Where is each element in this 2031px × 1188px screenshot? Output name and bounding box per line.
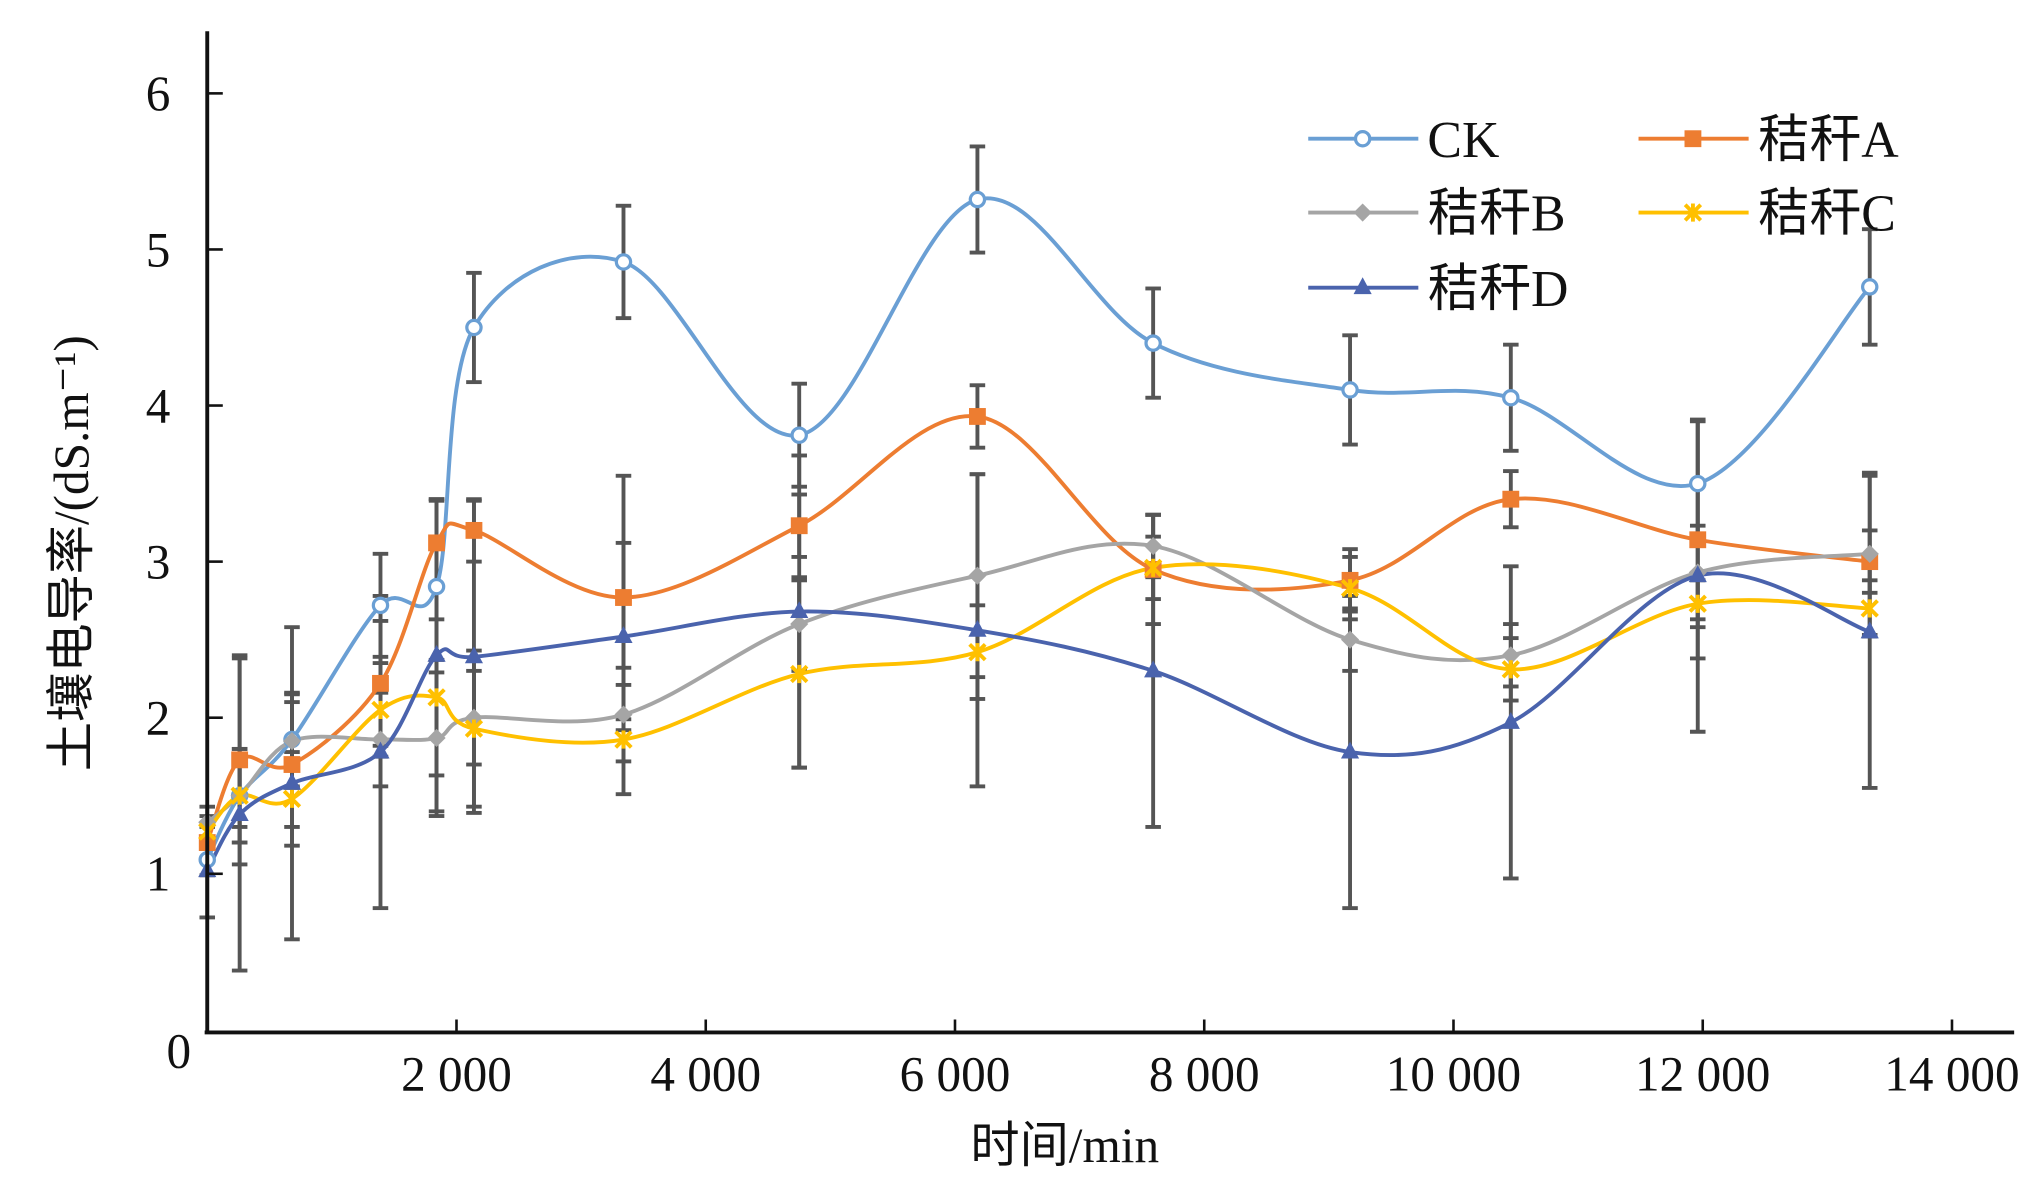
- data-point-marker: [427, 644, 446, 662]
- legend-label: CK: [1427, 112, 1499, 169]
- data-point-marker: [427, 688, 446, 707]
- data-point-marker: [968, 190, 987, 209]
- data-point-marker: [1860, 621, 1879, 639]
- data-point-marker: [1144, 334, 1162, 352]
- data-point-marker: [371, 730, 390, 749]
- data-point-marker: [230, 786, 249, 805]
- data-point-marker: [615, 589, 632, 606]
- legend-label: 秸秆A: [1758, 112, 1900, 169]
- y-tick-label: 5: [146, 222, 171, 277]
- data-point-marker: [464, 646, 484, 664]
- data-point-marker: [282, 732, 302, 751]
- data-point-marker: [1683, 203, 1703, 222]
- data-point-marker: [465, 318, 483, 337]
- data-point-marker: [1340, 741, 1360, 759]
- data-point-marker: [1860, 544, 1879, 563]
- legend-item: 秸秆C: [1638, 186, 1896, 243]
- data-point-marker: [968, 619, 987, 637]
- data-point-marker: [464, 719, 484, 738]
- data-point-marker: [1689, 474, 1707, 493]
- data-point-marker: [1689, 531, 1707, 549]
- data-point-marker: [614, 705, 633, 724]
- y-axis-label: 土壤电导率/(dS.m⁻¹): [44, 335, 99, 771]
- legend-item: CK: [1308, 112, 1499, 169]
- legend-item: 秸秆B: [1308, 186, 1566, 243]
- data-point-marker: [428, 534, 445, 552]
- data-point-marker: [1144, 536, 1163, 556]
- y-tick-label: 3: [146, 534, 171, 589]
- data-point-marker: [614, 626, 633, 644]
- data-point-marker: [968, 642, 987, 662]
- legend-label: 秸秆B: [1427, 186, 1565, 243]
- data-point-marker: [1501, 646, 1520, 665]
- legend-item: 秸秆A: [1638, 112, 1900, 169]
- data-point-marker: [1144, 660, 1163, 678]
- data-point-marker: [371, 596, 390, 615]
- y-tick-label: 4: [146, 378, 171, 433]
- data-point-marker: [1340, 579, 1360, 598]
- series-line: [205, 196, 1872, 861]
- data-point-marker: [371, 700, 390, 720]
- data-point-marker: [1502, 490, 1520, 508]
- x-tick-label: 4 000: [650, 1047, 761, 1102]
- x-tick-label: 2 000: [401, 1047, 512, 1102]
- y-tick-label: 1: [146, 847, 171, 902]
- data-point-marker: [1502, 388, 1520, 407]
- data-point-marker: [283, 756, 301, 773]
- legend-item: 秸秆D: [1308, 261, 1568, 318]
- data-point-marker: [1353, 129, 1372, 148]
- series-line: [205, 562, 1870, 833]
- data-point-marker: [1688, 594, 1707, 613]
- y-tick-label: 0: [166, 1023, 191, 1078]
- data-point-marker: [1860, 599, 1879, 618]
- x-axis-label: 时间/min: [970, 1118, 1159, 1173]
- data-point-marker: [465, 521, 483, 539]
- x-tick-label: 10 000: [1386, 1047, 1521, 1102]
- x-tick-label: 6 000: [900, 1047, 1011, 1102]
- data-point-marker: [1143, 558, 1163, 578]
- data-point-marker: [1501, 712, 1520, 729]
- data-point-marker: [1501, 660, 1520, 679]
- data-point-marker: [1684, 130, 1702, 148]
- data-point-marker: [1353, 203, 1372, 222]
- y-tick-label: 2: [146, 691, 171, 746]
- data-point-marker: [790, 517, 808, 535]
- legend: CK 秸秆A 秸秆B 秸秆C 秸秆D: [1308, 112, 1899, 318]
- x-tick-label: 14 000: [1884, 1047, 2019, 1102]
- legend-label: 秸秆D: [1427, 261, 1568, 318]
- data-point-marker: [790, 426, 808, 444]
- data-point-marker: [1341, 381, 1359, 399]
- series-line: [206, 541, 1870, 824]
- data-point-marker: [231, 751, 249, 769]
- data-point-marker: [1688, 565, 1707, 583]
- data-point-marker: [790, 601, 809, 619]
- data-point-marker: [614, 253, 633, 271]
- legend-label: 秸秆C: [1758, 186, 1896, 243]
- series-lines: [205, 196, 1872, 872]
- data-point-marker: [371, 741, 390, 759]
- data-point-marker: [427, 728, 446, 748]
- data-point-marker: [1860, 278, 1879, 296]
- data-point-marker: [1353, 277, 1372, 295]
- data-point-marker: [790, 664, 809, 684]
- data-point-marker: [614, 730, 633, 749]
- data-point-marker: [969, 408, 986, 425]
- axis-ticks: 2 000 4 000 6 000 8 000 10 000 12 000 14 000 0 1…: [146, 66, 2020, 1102]
- y-tick-label: 6: [146, 66, 171, 121]
- data-point-marker: [790, 614, 809, 634]
- x-tick-label: 8 000: [1149, 1047, 1260, 1102]
- data-point-marker: [427, 577, 446, 596]
- data-point-marker: [282, 789, 302, 809]
- x-tick-label: 12 000: [1635, 1047, 1770, 1102]
- data-point-marker: [230, 804, 249, 821]
- series-markers: [198, 190, 1879, 878]
- data-point-marker: [968, 566, 987, 585]
- data-point-marker: [1340, 630, 1360, 649]
- data-point-marker: [282, 772, 302, 790]
- data-point-marker: [372, 674, 389, 692]
